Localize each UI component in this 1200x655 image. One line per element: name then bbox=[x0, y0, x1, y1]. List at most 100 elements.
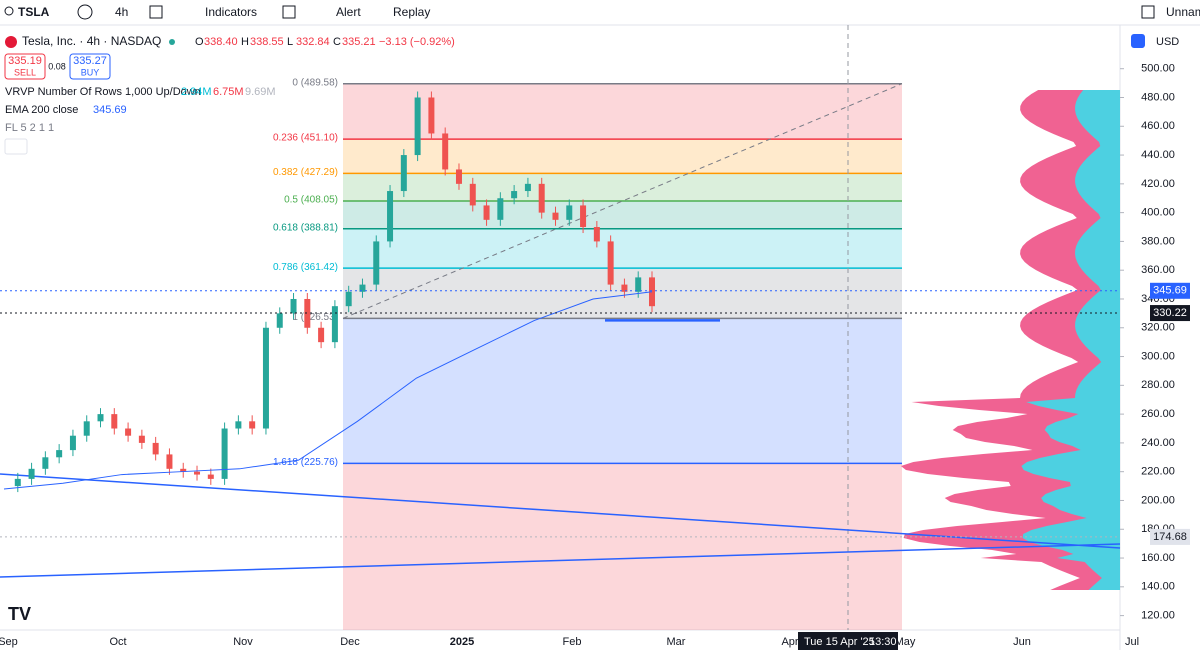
spread: 0.08 bbox=[48, 61, 66, 71]
candle bbox=[290, 298, 297, 314]
ohlc-label: H bbox=[241, 36, 249, 48]
y-tick-label: 440.00 bbox=[1141, 149, 1175, 161]
x-tick-label: Mar bbox=[667, 636, 686, 648]
fib-label: 0 (489.58) bbox=[292, 77, 338, 88]
ohlc-label: C bbox=[333, 36, 341, 48]
logo bbox=[5, 36, 17, 48]
candle bbox=[69, 435, 76, 451]
candle bbox=[83, 421, 90, 436]
candle bbox=[373, 241, 380, 285]
candle bbox=[483, 205, 490, 220]
indicators-button[interactable]: Indicators bbox=[205, 5, 257, 19]
buy-price[interactable]: 335.27 bbox=[73, 55, 107, 67]
candle bbox=[552, 212, 559, 220]
candle bbox=[166, 454, 173, 469]
candle bbox=[97, 414, 104, 422]
collapse-button[interactable] bbox=[4, 138, 28, 155]
symbol[interactable]: TSLA bbox=[18, 5, 50, 19]
y-tick-label: 360.00 bbox=[1141, 264, 1175, 276]
candle bbox=[111, 414, 118, 429]
y-tick-label: 420.00 bbox=[1141, 178, 1175, 190]
x-tick-label: Jul bbox=[1125, 636, 1139, 648]
candle bbox=[180, 468, 187, 472]
candle bbox=[414, 97, 421, 156]
candle bbox=[221, 428, 228, 479]
buy-label[interactable]: BUY bbox=[81, 67, 100, 77]
candle bbox=[56, 450, 63, 458]
layout-icon[interactable] bbox=[1141, 5, 1155, 19]
candle bbox=[42, 457, 49, 469]
x-tick-label: Apr bbox=[781, 636, 798, 648]
candle bbox=[524, 183, 531, 192]
ema-legend: EMA 200 close bbox=[5, 104, 78, 116]
buy-box[interactable] bbox=[69, 53, 111, 80]
x-tick-label: Nov bbox=[233, 636, 253, 648]
sell-box[interactable] bbox=[4, 53, 46, 80]
trend-line bbox=[0, 543, 1121, 578]
fib-extension-zone bbox=[343, 463, 902, 630]
logo-tv: TV bbox=[8, 604, 31, 624]
plot: 0 (489.58) 0.236 (451.10) 0.382 (427.29) 0.… bbox=[0, 25, 1190, 648]
fib-label: 0.5 (408.05) bbox=[284, 195, 338, 206]
crosshair-time: 13:30 bbox=[869, 636, 897, 648]
vrvp-total: 9.69M bbox=[245, 86, 276, 98]
price-tag-label: 174.68 bbox=[1153, 531, 1187, 543]
sell-label[interactable]: SELL bbox=[14, 67, 36, 77]
candle bbox=[400, 155, 407, 192]
fib-label: 0.786 (361.42) bbox=[273, 262, 338, 273]
price-tag-label: 330.22 bbox=[1153, 307, 1187, 319]
vrvp-down: 6.75M bbox=[213, 86, 244, 98]
y-tick-label: 380.00 bbox=[1141, 235, 1175, 247]
candle bbox=[138, 435, 145, 443]
layout-name[interactable]: Unnam bbox=[1166, 5, 1200, 19]
ohlc-value: 338.55 bbox=[250, 36, 284, 48]
x-tick-label: Dec bbox=[340, 636, 360, 648]
volume-profile-up bbox=[1021, 90, 1120, 590]
ohlc-value: 332.84 bbox=[296, 36, 330, 48]
y-tick-label: 200.00 bbox=[1141, 494, 1175, 506]
interval[interactable]: 4h bbox=[115, 5, 128, 19]
x-tick-label: May bbox=[895, 636, 916, 648]
change: −3.13 (−0.92%) bbox=[379, 36, 455, 48]
fib-label: 1 (326.53) bbox=[292, 312, 338, 323]
candle bbox=[621, 284, 628, 292]
candle bbox=[359, 284, 366, 292]
fib-label: 0.236 (451.10) bbox=[273, 133, 338, 144]
fib-zone bbox=[343, 201, 902, 229]
y-tick-label: 500.00 bbox=[1141, 63, 1175, 75]
candle bbox=[580, 205, 587, 228]
candle bbox=[276, 313, 283, 328]
candle bbox=[442, 133, 449, 170]
currency[interactable]: USD bbox=[1156, 36, 1179, 48]
alert-button[interactable]: Alert bbox=[336, 5, 361, 19]
y-tick-label: 400.00 bbox=[1141, 207, 1175, 219]
search-icon[interactable] bbox=[4, 6, 14, 16]
candle bbox=[511, 191, 518, 199]
y-tick-label: 140.00 bbox=[1141, 581, 1175, 593]
vrvp-up: 2.94M bbox=[181, 86, 212, 98]
templates[interactable] bbox=[282, 5, 296, 19]
fib-label: 1.618 (225.76) bbox=[273, 457, 338, 468]
price-tag bbox=[1150, 282, 1190, 299]
candle bbox=[207, 474, 214, 479]
x-tick-label: Oct bbox=[109, 636, 126, 648]
candle bbox=[635, 277, 642, 292]
fib-zone bbox=[343, 228, 902, 269]
fib-label: 0.382 (427.29) bbox=[273, 167, 338, 178]
add-symbol[interactable] bbox=[77, 4, 93, 20]
currency-icon[interactable] bbox=[1131, 34, 1145, 48]
candle bbox=[566, 205, 573, 220]
candle bbox=[249, 421, 256, 429]
chart-type[interactable] bbox=[149, 5, 163, 19]
fib-zone bbox=[343, 173, 902, 202]
replay-button[interactable]: Replay bbox=[393, 5, 430, 19]
candle bbox=[14, 478, 21, 487]
candle bbox=[331, 306, 338, 343]
trend-line bbox=[0, 473, 1121, 549]
crosshair-time-box bbox=[798, 632, 898, 650]
candle bbox=[125, 428, 132, 436]
sell-price[interactable]: 335.19 bbox=[8, 55, 42, 67]
candle bbox=[28, 468, 35, 479]
y-tick-label: 120.00 bbox=[1141, 610, 1175, 622]
